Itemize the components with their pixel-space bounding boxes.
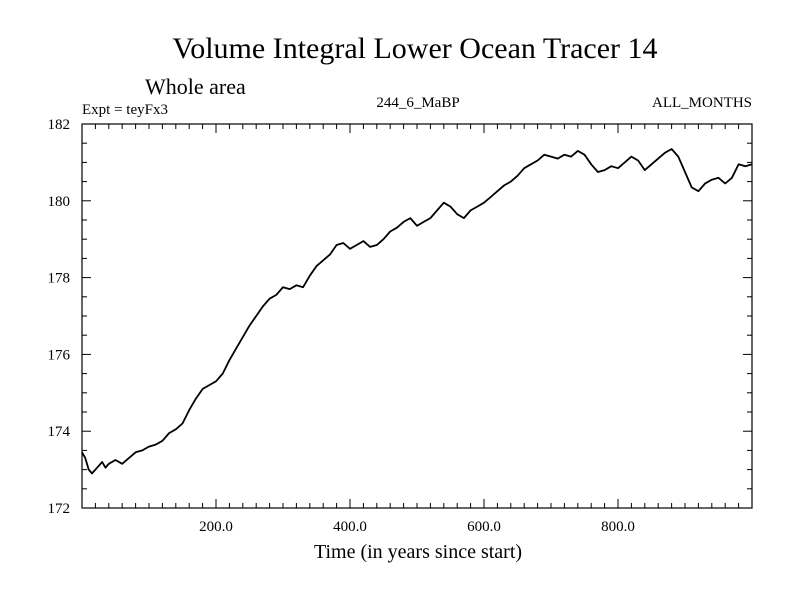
experiment-label: Expt = teyFx3 — [82, 102, 168, 118]
x-axis-label: Time (in years since start) — [314, 541, 522, 563]
series-line — [81, 148, 753, 475]
chart-title: Volume Integral Lower Ocean Tracer 14 — [172, 32, 657, 65]
y-tick-label: 176 — [48, 347, 71, 363]
y-tick-label: 178 — [48, 271, 71, 287]
x-tick-labels: 200.0 400.0 600.0 800.0 — [199, 519, 635, 535]
plot-area: 200.0 400.0 600.0 800.0 172 174 176 178 180 182 — [48, 117, 753, 535]
x-tick-label: 600.0 — [467, 519, 501, 535]
axis-ticks — [82, 124, 752, 508]
x-tick-label: 200.0 — [199, 519, 233, 535]
y-tick-label: 182 — [48, 117, 71, 133]
y-tick-label: 172 — [48, 501, 71, 517]
y-tick-label: 180 — [48, 194, 71, 210]
y-tick-labels: 172 174 176 178 180 182 — [48, 117, 71, 517]
x-tick-label: 400.0 — [333, 519, 367, 535]
plot-frame — [81, 123, 753, 509]
x-tick-label: 800.0 — [601, 519, 635, 535]
chart-subtitle: Whole area — [145, 74, 246, 99]
period-label: 244_6_MaBP — [376, 95, 459, 111]
y-tick-label: 174 — [48, 424, 71, 440]
months-label: ALL_MONTHS — [652, 95, 752, 111]
